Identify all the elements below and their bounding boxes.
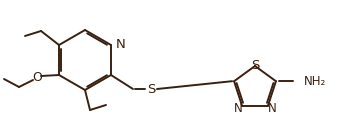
Text: NH₂: NH₂ xyxy=(304,75,326,88)
Text: N: N xyxy=(116,38,126,50)
Text: S: S xyxy=(147,83,155,95)
Text: N: N xyxy=(234,102,242,115)
Text: N: N xyxy=(267,102,276,115)
Text: S: S xyxy=(251,59,259,71)
Text: O: O xyxy=(32,70,42,84)
